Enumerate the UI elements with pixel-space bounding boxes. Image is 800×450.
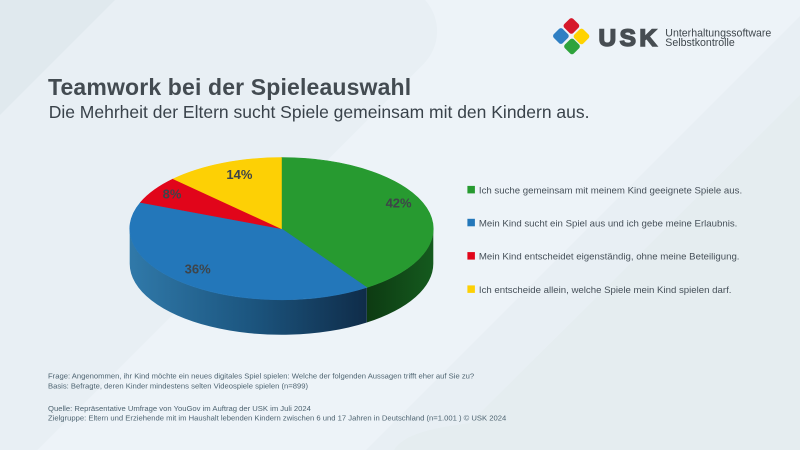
svg-text:Die Mehrheit der Eltern sucht: Die Mehrheit der Eltern sucht Spiele gem… <box>49 102 590 122</box>
svg-text:USK: USK <box>599 25 661 52</box>
svg-text:Frage: Angenommen, ihr Kind mö: Frage: Angenommen, ihr Kind möchte ein n… <box>48 372 474 381</box>
svg-text:Ich entscheide allein, welche: Ich entscheide allein, welche Spiele mei… <box>479 285 732 296</box>
svg-text:Mein Kind sucht ein Spiel aus: Mein Kind sucht ein Spiel aus und ich ge… <box>479 218 737 229</box>
svg-text:8%: 8% <box>163 186 182 201</box>
svg-text:Mein Kind entscheidet eigenstä: Mein Kind entscheidet eigenständig, ohne… <box>479 252 740 263</box>
svg-text:36%: 36% <box>185 262 211 277</box>
svg-text:Quelle: Repräsentative Umfrage: Quelle: Repräsentative Umfrage von YouGo… <box>48 404 312 413</box>
svg-text:Zielgruppe: Eltern und Erziehe: Zielgruppe: Eltern und Erziehende mit im… <box>48 414 507 423</box>
svg-text:42%: 42% <box>386 195 412 210</box>
svg-text:Basis: Befragte, deren Kinder: Basis: Befragte, deren Kinder mindestens… <box>48 381 308 390</box>
svg-text:Ich suche gemeinsam mit meinem: Ich suche gemeinsam mit meinem Kind geei… <box>479 185 742 196</box>
svg-text:Teamwork bei der Spieleauswahl: Teamwork bei der Spieleauswahl <box>48 74 411 100</box>
svg-text:Selbstkontrolle: Selbstkontrolle <box>665 37 735 49</box>
svg-text:14%: 14% <box>226 167 252 182</box>
svg-text:Unterhaltungssoftware: Unterhaltungssoftware <box>665 27 771 39</box>
